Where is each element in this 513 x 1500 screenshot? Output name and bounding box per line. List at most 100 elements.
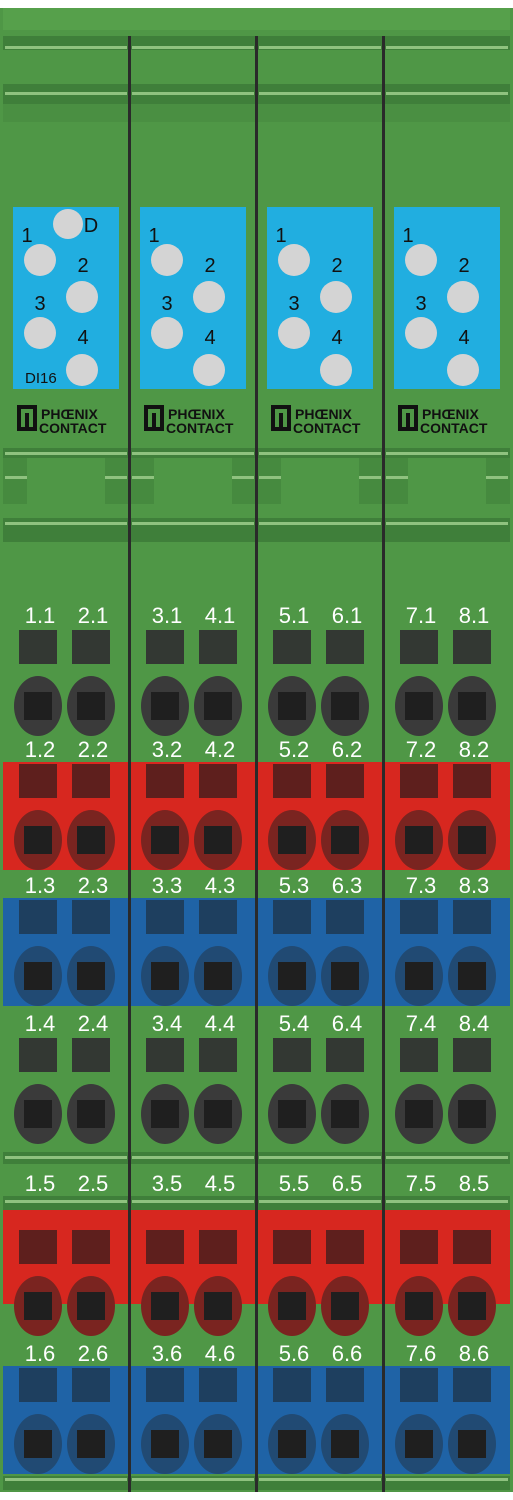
release-button <box>326 764 364 798</box>
release-button <box>273 900 311 934</box>
release-button <box>326 1038 364 1072</box>
rail-highlight <box>259 92 381 95</box>
led-label-1: 1 <box>148 225 159 247</box>
wire-entry-hole <box>331 1430 359 1458</box>
phoenix-logo-icon <box>279 413 283 427</box>
phoenix-logo-icon <box>152 413 156 427</box>
terminal-label-8-1: 8.1 <box>459 603 490 628</box>
latch-highlight <box>105 476 127 479</box>
terminal-label-3-1: 3.1 <box>152 603 183 628</box>
wire-entry-hole <box>204 692 232 720</box>
brand-name-line1: PHŒNIX <box>41 406 98 422</box>
latch-notch <box>105 458 129 504</box>
separator-highlight <box>386 1156 508 1159</box>
wire-entry-hole <box>458 962 486 990</box>
latch-notch <box>486 458 510 504</box>
latch-highlight <box>232 476 254 479</box>
release-button <box>19 764 57 798</box>
rail-highlight <box>5 92 127 95</box>
wire-entry-hole <box>151 1100 179 1128</box>
status-led-2 <box>193 281 225 313</box>
wire-entry-hole <box>458 692 486 720</box>
release-button <box>400 1368 438 1402</box>
release-button <box>199 900 237 934</box>
led-label-2: 2 <box>204 255 215 277</box>
wire-entry-hole <box>24 1292 52 1320</box>
latch-highlight <box>259 476 281 479</box>
terminal-label-5-6: 5.6 <box>279 1341 310 1366</box>
led-label-1: 1 <box>402 225 413 247</box>
rail-highlight <box>132 46 254 49</box>
latch-highlight <box>132 476 154 479</box>
status-led-1 <box>278 244 310 276</box>
terminal-label-2-4: 2.4 <box>78 1011 109 1036</box>
release-button <box>326 1368 364 1402</box>
wire-entry-hole <box>331 826 359 854</box>
latch-highlight <box>5 476 27 479</box>
terminal-label-1-4: 1.4 <box>25 1011 56 1036</box>
led-label-2: 2 <box>458 255 469 277</box>
bottom-highlight <box>132 1478 254 1481</box>
status-led-2 <box>320 281 352 313</box>
latch-highlight <box>386 452 508 455</box>
terminal-label-7-2: 7.2 <box>406 737 437 762</box>
bottom-margin <box>0 1492 513 1500</box>
diagnostic-led <box>53 209 83 239</box>
terminal-label-7-1: 7.1 <box>406 603 437 628</box>
brand-name-line2: CONTACT <box>293 420 361 436</box>
rail-band <box>257 104 383 122</box>
wire-entry-hole <box>278 1100 306 1128</box>
terminal-label-6-6: 6.6 <box>332 1341 363 1366</box>
connector-highlight <box>132 522 254 525</box>
wire-entry-hole <box>278 1430 306 1458</box>
release-button <box>146 630 184 664</box>
release-button <box>400 1038 438 1072</box>
wire-entry-hole <box>331 1100 359 1128</box>
separator-highlight <box>132 1200 254 1203</box>
wire-entry-hole <box>151 692 179 720</box>
wire-entry-hole <box>24 826 52 854</box>
wire-entry-hole <box>24 1430 52 1458</box>
terminal-label-4-4: 4.4 <box>205 1011 236 1036</box>
release-button <box>199 1230 237 1264</box>
wire-entry-hole <box>278 1292 306 1320</box>
terminal-label-3-5: 3.5 <box>152 1171 183 1196</box>
terminal-label-4-3: 4.3 <box>205 873 236 898</box>
wire-entry-hole <box>278 692 306 720</box>
release-button <box>326 900 364 934</box>
status-led-2 <box>66 281 98 313</box>
terminal-label-2-5: 2.5 <box>78 1171 109 1196</box>
latch-highlight <box>5 452 127 455</box>
wire-entry-hole <box>77 962 105 990</box>
release-button <box>19 630 57 664</box>
connector-band <box>3 518 129 542</box>
status-led-3 <box>24 317 56 349</box>
wire-entry-hole <box>77 1292 105 1320</box>
release-button <box>326 1230 364 1264</box>
separator-highlight <box>259 1156 381 1159</box>
terminal-label-6-1: 6.1 <box>332 603 363 628</box>
release-button <box>453 630 491 664</box>
connector-highlight <box>386 522 508 525</box>
wire-entry-hole <box>77 826 105 854</box>
release-button <box>19 1368 57 1402</box>
terminal-label-5-4: 5.4 <box>279 1011 310 1036</box>
status-led-3 <box>278 317 310 349</box>
wire-entry-hole <box>458 1430 486 1458</box>
led-label-2: 2 <box>77 255 88 277</box>
wire-entry-hole <box>405 962 433 990</box>
latch-notch <box>359 458 383 504</box>
rail-highlight <box>259 46 381 49</box>
status-led-4 <box>66 354 98 386</box>
rail-highlight <box>5 46 127 49</box>
module-divider-3 <box>382 36 385 1494</box>
wire-entry-hole <box>405 1292 433 1320</box>
connector-highlight <box>5 522 127 525</box>
wire-entry-hole <box>204 1430 232 1458</box>
module-divider-1 <box>128 36 131 1494</box>
rail-band <box>130 104 256 122</box>
latch-notch <box>130 458 154 504</box>
wire-entry-hole <box>405 826 433 854</box>
